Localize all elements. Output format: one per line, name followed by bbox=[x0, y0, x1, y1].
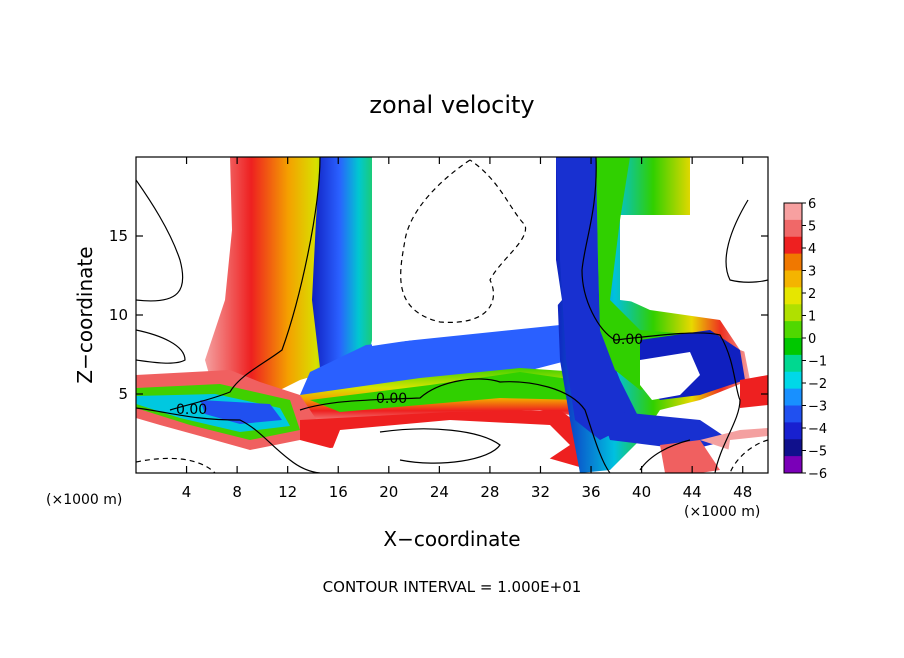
contour-label-3: 0.00 bbox=[612, 332, 643, 348]
colorbar-tick-label: 4 bbox=[808, 242, 816, 257]
colorbar-tick-label: −6 bbox=[808, 467, 827, 482]
colorbar-swatch bbox=[784, 371, 802, 390]
colorbar-swatch bbox=[784, 304, 802, 322]
colorbar-swatch bbox=[784, 354, 802, 373]
x-tick-label: 36 bbox=[581, 483, 600, 501]
chart-title: zonal velocity bbox=[369, 91, 534, 119]
colorbar-tick-label: −2 bbox=[808, 377, 827, 392]
contour-lines-negative bbox=[136, 159, 768, 473]
x-axis-label: X−coordinate bbox=[383, 527, 520, 551]
colorbar-tick-label: −1 bbox=[808, 355, 827, 370]
colorbar-tick-label: 5 bbox=[808, 220, 816, 235]
colorbar-swatch bbox=[784, 405, 802, 423]
colorbar-swatch bbox=[784, 219, 802, 238]
colorbar: 6 5 4 3 2 1 0 −1 −2 −3 −4 −5 −6 bbox=[783, 197, 827, 482]
heatmap-field bbox=[136, 157, 768, 473]
y-axis-label: Z−coordinate bbox=[73, 246, 97, 383]
colorbar-swatch bbox=[784, 253, 802, 271]
colorbar-swatch bbox=[784, 439, 802, 457]
x-tick-label: 24 bbox=[430, 483, 449, 501]
x-tick-label: 44 bbox=[683, 483, 702, 501]
colorbar-tick-label: 1 bbox=[808, 310, 816, 325]
y-tick-label: 5 bbox=[118, 385, 128, 403]
colorbar-swatch bbox=[784, 203, 802, 221]
colorbar-swatch bbox=[784, 270, 802, 288]
x-units-right: (×1000 m) bbox=[684, 504, 760, 520]
y-tick-label: 15 bbox=[109, 227, 128, 245]
x-tick-label: 28 bbox=[480, 483, 499, 501]
colorbar-tick-label: 0 bbox=[808, 332, 816, 347]
colorbar-swatch bbox=[784, 388, 802, 406]
colorbar-tick-label: −4 bbox=[808, 422, 827, 437]
x-tick-label: 40 bbox=[632, 483, 651, 501]
y-tick-label: 10 bbox=[109, 306, 128, 324]
x-tick-label: 20 bbox=[379, 483, 398, 501]
x-units-left: (×1000 m) bbox=[46, 492, 122, 508]
colorbar-tick-label: 6 bbox=[808, 197, 816, 212]
colorbar-swatch bbox=[784, 236, 802, 255]
contour-label-1: 0.00 bbox=[176, 402, 207, 418]
contour-interval-note: CONTOUR INTERVAL = 1.000E+01 bbox=[323, 578, 582, 596]
contour-lines bbox=[136, 157, 768, 473]
colorbar-tick-label: 3 bbox=[808, 265, 816, 280]
colorbar-swatch bbox=[784, 456, 802, 474]
colorbar-swatch bbox=[784, 422, 802, 440]
colorbar-tick-label: −3 bbox=[808, 400, 827, 415]
x-tick-label: 4 bbox=[182, 483, 192, 501]
colorbar-tick-label: 2 bbox=[808, 287, 816, 302]
colorbar-swatch bbox=[784, 321, 802, 339]
colorbar-tick-label: −5 bbox=[808, 445, 827, 460]
colorbar-swatch bbox=[784, 287, 802, 305]
x-tick-label: 8 bbox=[232, 483, 242, 501]
x-axis: 4 8 12 16 20 24 28 32 36 40 44 48 bbox=[182, 157, 752, 501]
colorbar-swatch bbox=[784, 338, 802, 356]
y-axis: 5 10 15 bbox=[109, 227, 768, 403]
x-tick-label: 12 bbox=[278, 483, 297, 501]
x-tick-label: 32 bbox=[531, 483, 550, 501]
x-tick-label: 16 bbox=[329, 483, 348, 501]
contour-label-2: 0.00 bbox=[376, 391, 407, 407]
x-tick-label: 48 bbox=[733, 483, 752, 501]
